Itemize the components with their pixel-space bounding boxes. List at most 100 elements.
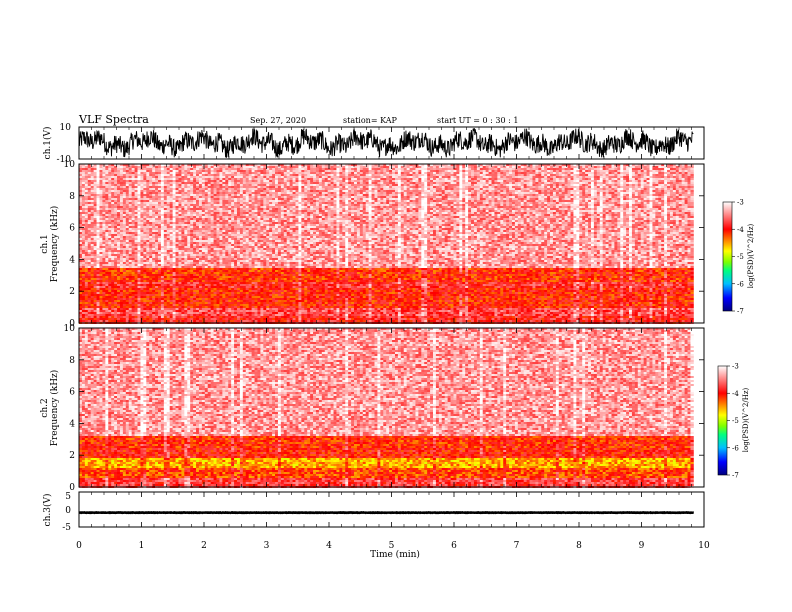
ch1-spectrogram-cell [152,228,156,230]
ch1-spectrogram-cell [184,170,188,172]
ch1-spectrogram-cell [216,222,220,224]
ch1-spectrogram-cell [190,164,194,166]
ch1-spectrogram-cell [228,178,232,180]
ch1-spectrogram-cell [181,176,185,178]
ch1-spectrogram-cell [181,250,185,252]
ch1-spectrogram-cell [102,310,106,312]
ch1-spectrogram-cell [134,264,138,266]
ch1-spectrogram-cell [225,200,229,202]
ch1-spectrogram-cell [166,306,171,308]
ch1-spectrogram-cell [257,182,261,184]
ch1-spectrogram-cell [155,280,159,282]
ch1-spectrogram-cell [169,266,174,268]
ch1-spectrogram-cell [166,250,171,252]
ch1-spectrogram-cell [81,178,86,180]
ch1-spectrogram-cell [119,296,124,298]
ch1-spectrogram-cell [108,298,112,300]
ch1-spectrogram-cell [213,300,217,302]
ch1-spectrogram-cell [102,282,106,284]
ch1-spectrogram-cell [87,204,92,206]
ch1-spectrogram-cell [228,234,232,236]
ch1-spectrogram-cell [96,236,100,238]
ch1-spectrogram-cell [196,254,200,256]
ch1-spectrogram-cell [213,286,217,288]
ch1-spectrogram-cell [146,320,150,322]
ch1-spectrogram-cell [155,306,159,308]
ch1-spectrogram-cell [157,184,162,186]
ch1-spectrogram-cell [184,206,188,208]
ch1-spectrogram-cell [128,320,133,322]
ch1-spectrogram-cell [114,308,118,310]
ch1-spectrogram-cell [122,182,127,184]
ch1-spectrogram-cell [245,292,250,294]
ch1-spectrogram-cell [210,318,214,320]
ch1-spectrogram-cell [251,316,255,318]
ch1-spectrogram-cell [143,188,147,190]
ch1-spectrogram-cell [99,258,103,260]
ch1-spectrogram-cell [219,316,223,318]
ch1-spectrogram-cell [160,180,165,182]
ch1-spectrogram-cell [146,206,150,208]
ch1-spectrogram-cell [128,238,133,240]
ch1-spectrogram-cell [93,258,97,260]
ch1-spectrogram-cell [125,262,130,264]
ch1-spectrogram-cell [117,274,121,276]
ch1-spectrogram-cell [201,198,206,200]
ch1-spectrogram-cell [248,288,253,290]
ch1-spectrogram-cell [122,302,127,304]
ch1-spectrogram-cell [231,208,235,210]
ch1-spectrogram-cell [160,272,165,274]
ch1-spectrogram-cell [84,208,89,210]
ch1-spectrogram-cell [81,318,86,320]
ch1-spectrogram-cell [143,304,147,306]
ch1-spectrogram-cell [193,232,197,234]
ch1-spectrogram-cell [93,248,97,250]
ch1-spectrogram-cell [242,292,247,294]
ch1-spectrogram-cell [143,244,147,246]
ch1-spectrogram-cell [169,318,174,320]
ch1-spectrogram-cell [213,202,217,204]
ch1-spectrogram-cell [155,168,159,170]
ch1-spectrogram-cell [248,208,253,210]
ch1-spectrogram-cell [181,230,185,232]
ch1-spectrogram-cell [245,174,250,176]
ch1-spectrogram-cell [131,206,135,208]
ch1-spectrogram-cell [117,164,121,166]
ch1-spectrogram-cell [125,252,130,254]
ch1-spectrogram-cell [119,232,124,234]
ch1-spectrogram-cell [219,320,223,322]
ch1-spectrogram-cell [213,166,217,168]
ch1-spectrogram-cell [122,166,127,168]
ch1-spectrogram-cell [90,184,95,186]
ch1-spectrogram-cell [190,308,194,310]
ch1-spectrogram-cell [254,236,258,238]
ch1-spectrogram-cell [257,294,261,296]
ch1-spectrogram-cell [160,216,165,218]
ch1-spectrogram-cell [231,200,235,202]
ch1-spectrogram-cell [87,308,92,310]
ch1-spectrogram-cell [157,240,162,242]
ch1-spectrogram-cell [84,176,89,178]
ch1-spectrogram-cell [184,298,188,300]
ch1-spectrogram-cell [239,220,244,222]
ch1-spectrogram-cell [257,212,261,214]
ch1-spectrogram-cell [125,218,130,220]
date-label: Sep. 27, 2020 [250,116,306,125]
ch1-spectrogram-cell [143,262,147,264]
ch1-spectrogram-cell [111,242,115,244]
ch1-spectrogram-cell [84,184,89,186]
ch1-spectrogram-cell [128,164,133,166]
ch1-spectrogram-cell [234,182,238,184]
ch1-spectrogram-cell [122,310,127,312]
ch1-spectrogram-cell [175,208,179,210]
ch1-spectrogram-cell [90,262,95,264]
ch1-spectrogram-cell [149,320,153,322]
ch1-spectrogram-cell [219,196,223,198]
ch1-spectrogram-cell [242,238,247,240]
ch1-spectrogram-cell [251,278,255,280]
ch1-spectrogram-cell [216,200,220,202]
ch1-spectrogram-cell [236,224,241,226]
ch1-spectrogram-cell [84,310,89,312]
ch1-spectrogram-cell [257,218,261,220]
ch1-spectrogram-cell [157,220,162,222]
